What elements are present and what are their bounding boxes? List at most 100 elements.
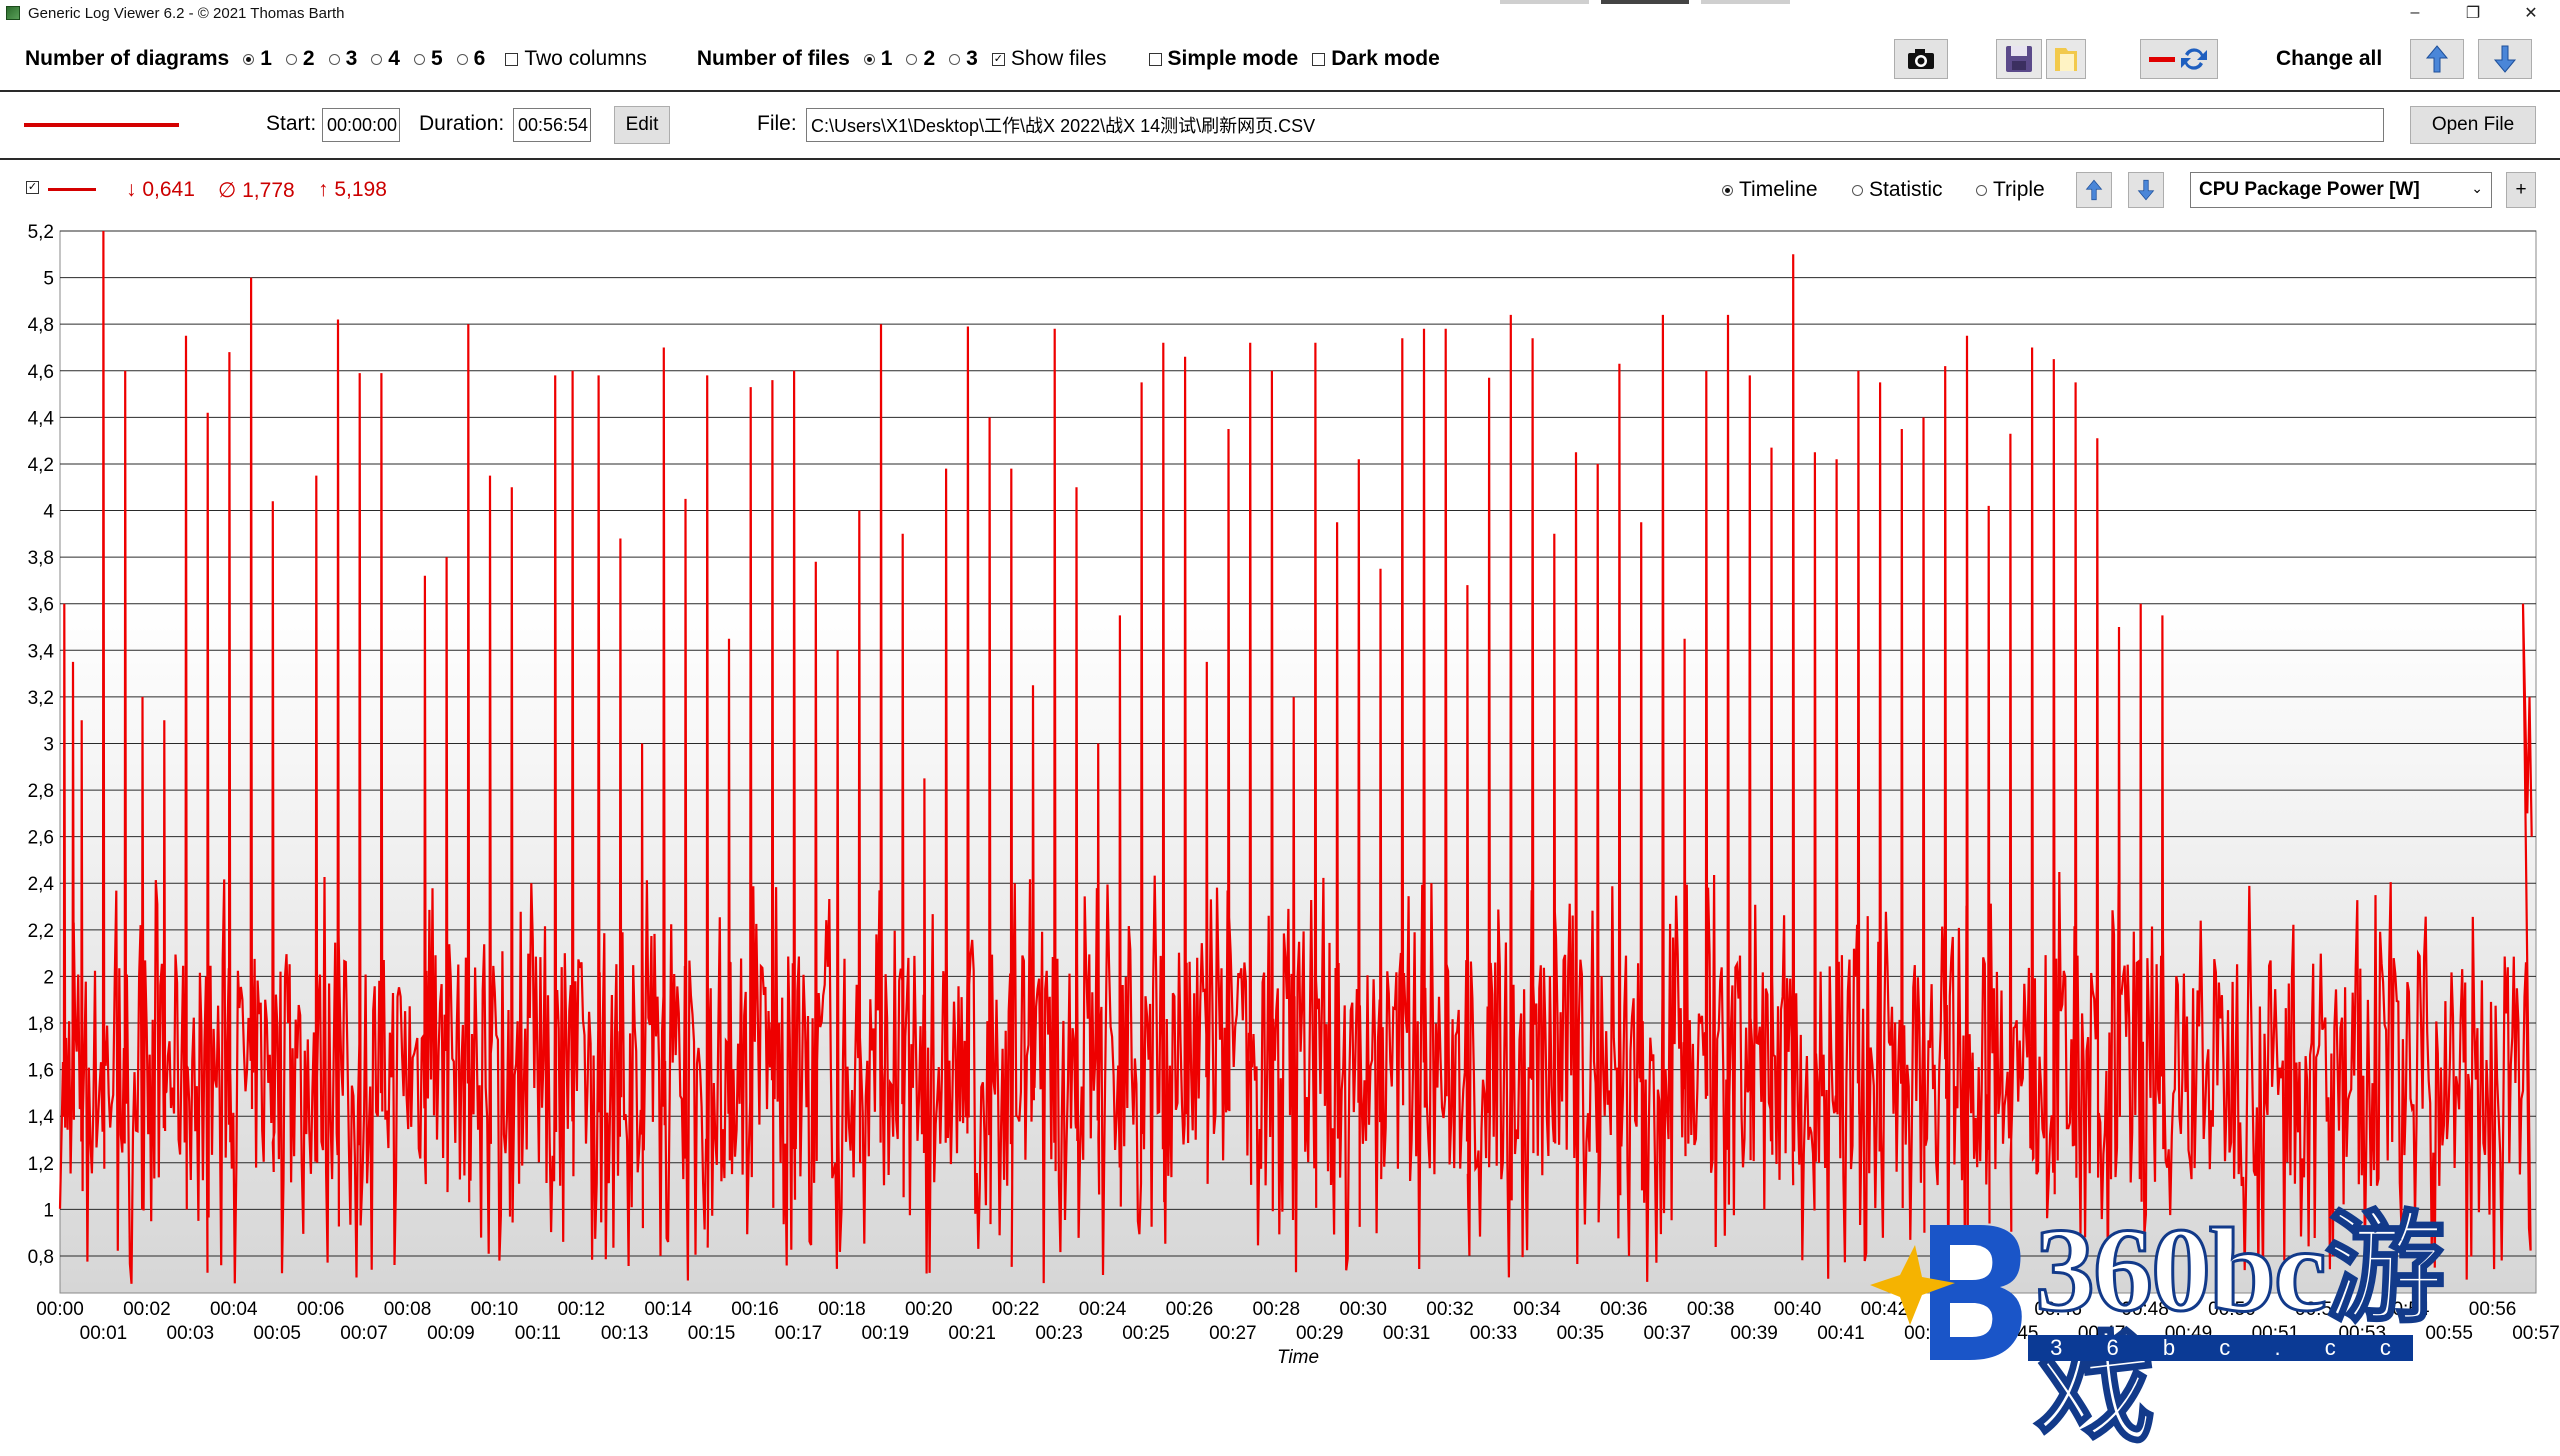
legend-line-sample [48,188,96,191]
avg-value: ∅ 1,778 [218,179,295,202]
y-tick-label: 2,8 [28,781,54,802]
edit-button[interactable]: Edit [614,106,670,144]
y-tick-label: 2,4 [28,874,55,895]
title-tab-strip [1500,0,1791,4]
restore-button[interactable]: ❐ [2465,5,2481,22]
add-diagram-button[interactable]: + [2506,172,2536,208]
diagram-radio-4[interactable]: 4 [371,47,400,71]
x-tick-label: 00:04 [210,1299,258,1320]
x-tick-label: 00:15 [688,1323,736,1344]
radio-dot[interactable] [413,53,425,65]
dark-mode-checkbox[interactable]: Dark mode [1312,47,1440,71]
watermark: 360bc游戏 3 6 b c . c c [1860,1205,2560,1451]
diagram-radio-2[interactable]: 2 [285,47,315,71]
x-tick-label: 00:46 [2034,1299,2082,1320]
x-tick-label: 00:39 [1730,1323,1778,1344]
watermark-subtext: 3 6 b c . c c [2028,1335,2413,1361]
two-columns-checkbox[interactable]: Two columns [505,47,647,71]
screenshot-button[interactable] [1894,39,1948,79]
radio-label: 4 [388,47,400,70]
checkbox-box[interactable] [1148,52,1162,66]
arrow-up-icon [2425,45,2449,73]
x-tick-label: 00:08 [384,1299,432,1320]
diagram-radio-1[interactable]: 1 [243,47,272,71]
diagram-radio-6[interactable]: 6 [456,47,485,71]
y-tick-label: 4,4 [28,408,55,429]
duration-label: Duration: [419,112,505,135]
save-button[interactable] [1996,39,2042,79]
diagram-up-button[interactable] [2076,172,2112,208]
radio-dot[interactable] [243,53,255,65]
x-tick-label: 00:29 [1296,1323,1344,1344]
series-visible-checkbox[interactable]: ✓ [26,181,39,194]
radio-dot[interactable] [1852,184,1863,196]
title-bar: Generic Log Viewer 6.2 - © 2021 Thomas B… [0,0,2560,26]
diagram-radio-5[interactable]: 5 [413,47,443,71]
radio-dot[interactable] [1976,184,1987,196]
y-tick-label: 3,2 [28,688,54,709]
x-tick-label: 00:54 [2382,1299,2430,1320]
radio-dot[interactable] [328,53,340,65]
show-files-checkbox[interactable]: ✓ Show files [991,47,1107,71]
radio-dot[interactable] [1722,184,1733,196]
x-tick-label: 00:48 [2121,1299,2169,1320]
mode-statistic[interactable]: Statistic [1852,178,1943,202]
simple-mode-checkbox[interactable]: Simple mode [1148,47,1299,71]
open-file-button[interactable]: Open File [2410,106,2536,144]
radio-label: 2 [923,47,936,70]
radio-dot[interactable] [949,53,961,65]
checkbox-box[interactable]: ✓ [26,181,39,194]
close-button[interactable]: ✕ [2524,5,2538,22]
y-tick-label: 5 [43,269,54,290]
x-tick-label: 00:32 [1426,1299,1474,1320]
x-tick-label: 00:33 [1470,1323,1518,1344]
swap-color-icon [2149,48,2207,70]
x-tick-label: 00:20 [905,1299,953,1320]
save-icon [2006,46,2032,72]
timeline-chart[interactable]: 0,8 1 1,2 1,4 1,6 1,8 2 2,2 2,4 2,6 2,8 3 3,2 3,4 3,6 3… [0,215,2560,1385]
x-tick-label: 00:27 [1209,1323,1257,1344]
radio-dot[interactable] [285,53,297,65]
sensor-select[interactable]: CPU Package Power [W] ⌄ [2190,172,2492,208]
radio-dot[interactable] [863,53,875,65]
file-path-field[interactable]: C:\Users\X1\Desktop\工作\战X 2022\战X 14测试\刷… [806,108,2384,142]
x-tick-label: 00:09 [427,1323,475,1344]
radio-label: 5 [430,47,443,70]
diagram-radio-3[interactable]: 3 [328,47,357,71]
y-tick-label: 3,4 [28,641,55,662]
x-tick-label: 00:03 [167,1323,215,1344]
x-tick-label: 00:14 [644,1299,692,1320]
open-folder-button[interactable] [2046,39,2086,79]
mode-triple[interactable]: Triple [1976,178,2045,202]
file-bar: Start: 00:00:00 Duration: 00:56:54 Edit … [0,100,2560,150]
checkbox-box[interactable]: ✓ [991,52,1005,66]
x-tick-label: 00:41 [1817,1323,1865,1344]
radio-dot[interactable] [906,53,918,65]
checkbox-label: Simple mode [1167,47,1299,70]
radio-dot[interactable] [371,53,383,65]
diagram-down-button[interactable] [2128,172,2164,208]
mode-timeline[interactable]: Timeline [1722,178,1818,202]
file-label: File: [757,112,797,135]
move-up-button[interactable] [2410,39,2464,79]
start-field[interactable]: 00:00:00 [322,108,400,142]
legend-bar: ✓ ↓ 0,641 ∅ 1,778 ↑ 5,198 Timeline Stati… [0,168,2560,212]
y-tick-label: 2 [43,967,54,988]
swap-color-button[interactable] [2140,39,2218,79]
x-tick-label: 00:31 [1383,1323,1431,1344]
checkbox-box[interactable] [505,52,519,66]
file-radio-2[interactable]: 2 [906,47,935,71]
radio-dot[interactable] [456,53,468,65]
y-tick-label: 1,2 [28,1154,54,1175]
checkbox-box[interactable] [1312,52,1326,66]
move-down-button[interactable] [2478,39,2532,79]
duration-field[interactable]: 00:56:54 [513,108,591,142]
radio-label: Triple [1993,178,2045,201]
series-color-swatch[interactable] [24,123,179,127]
watermark-text: 360bc游戏 [2034,1203,2447,1456]
folder-icon [2055,48,2077,71]
minimize-button[interactable]: – [2410,4,2420,21]
x-tick-label: 00:28 [1253,1299,1301,1320]
file-radio-1[interactable]: 1 [863,47,892,71]
file-radio-3[interactable]: 3 [949,47,978,71]
